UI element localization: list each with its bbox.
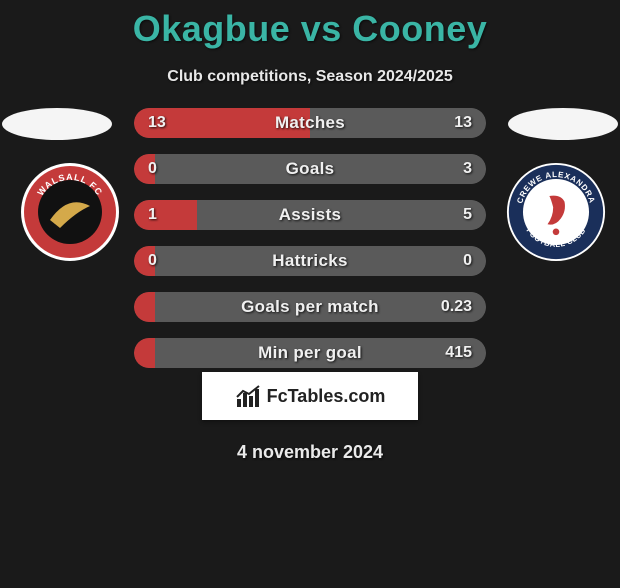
brand-logo-icon xyxy=(235,383,261,409)
stat-label: Min per goal xyxy=(134,338,486,368)
stat-label: Goals per match xyxy=(134,292,486,322)
stat-value-right: 5 xyxy=(463,200,472,230)
player-photo-left-placeholder xyxy=(2,108,112,140)
brand-badge: FcTables.com xyxy=(202,372,418,420)
stat-value-right: 3 xyxy=(463,154,472,184)
stat-row: Goals0 3 xyxy=(134,154,486,184)
stat-row: Min per goal415 xyxy=(134,338,486,368)
club-badge-right: CREWE ALEXANDRA FOOTBALL CLUB xyxy=(506,162,606,262)
stat-label: Hattricks xyxy=(134,246,486,276)
page-title: Okagbue vs Cooney xyxy=(0,8,620,50)
stat-label: Matches xyxy=(134,108,486,138)
stat-row: Assists1 5 xyxy=(134,200,486,230)
stat-value-right: 0 xyxy=(463,246,472,276)
stat-value-right: 13 xyxy=(454,108,472,138)
crewe-badge-icon: CREWE ALEXANDRA FOOTBALL CLUB xyxy=(506,159,606,265)
stats-bars: Matches1313Goals03Assists15Hattricks00Go… xyxy=(134,108,486,384)
stat-label: Assists xyxy=(134,200,486,230)
walsall-badge-icon: WALSALL FC xyxy=(20,162,120,262)
stat-value-right: 415 xyxy=(445,338,472,368)
stat-value-right: 0.23 xyxy=(441,292,472,322)
date-label: 4 november 2024 xyxy=(0,442,620,463)
brand-text: FcTables.com xyxy=(267,386,386,407)
subtitle: Club competitions, Season 2024/2025 xyxy=(0,68,620,86)
stat-value-left: 0 xyxy=(148,154,157,184)
stat-value-left: 13 xyxy=(148,108,166,138)
stat-value-left: 0 xyxy=(148,246,157,276)
stat-row: Hattricks0 0 xyxy=(134,246,486,276)
stat-row: Goals per match0.23 xyxy=(134,292,486,322)
club-badge-left: WALSALL FC xyxy=(20,162,120,262)
stat-row: Matches13 13 xyxy=(134,108,486,138)
stat-value-left: 1 xyxy=(148,200,157,230)
player-photo-right-placeholder xyxy=(508,108,618,140)
stat-label: Goals xyxy=(134,154,486,184)
